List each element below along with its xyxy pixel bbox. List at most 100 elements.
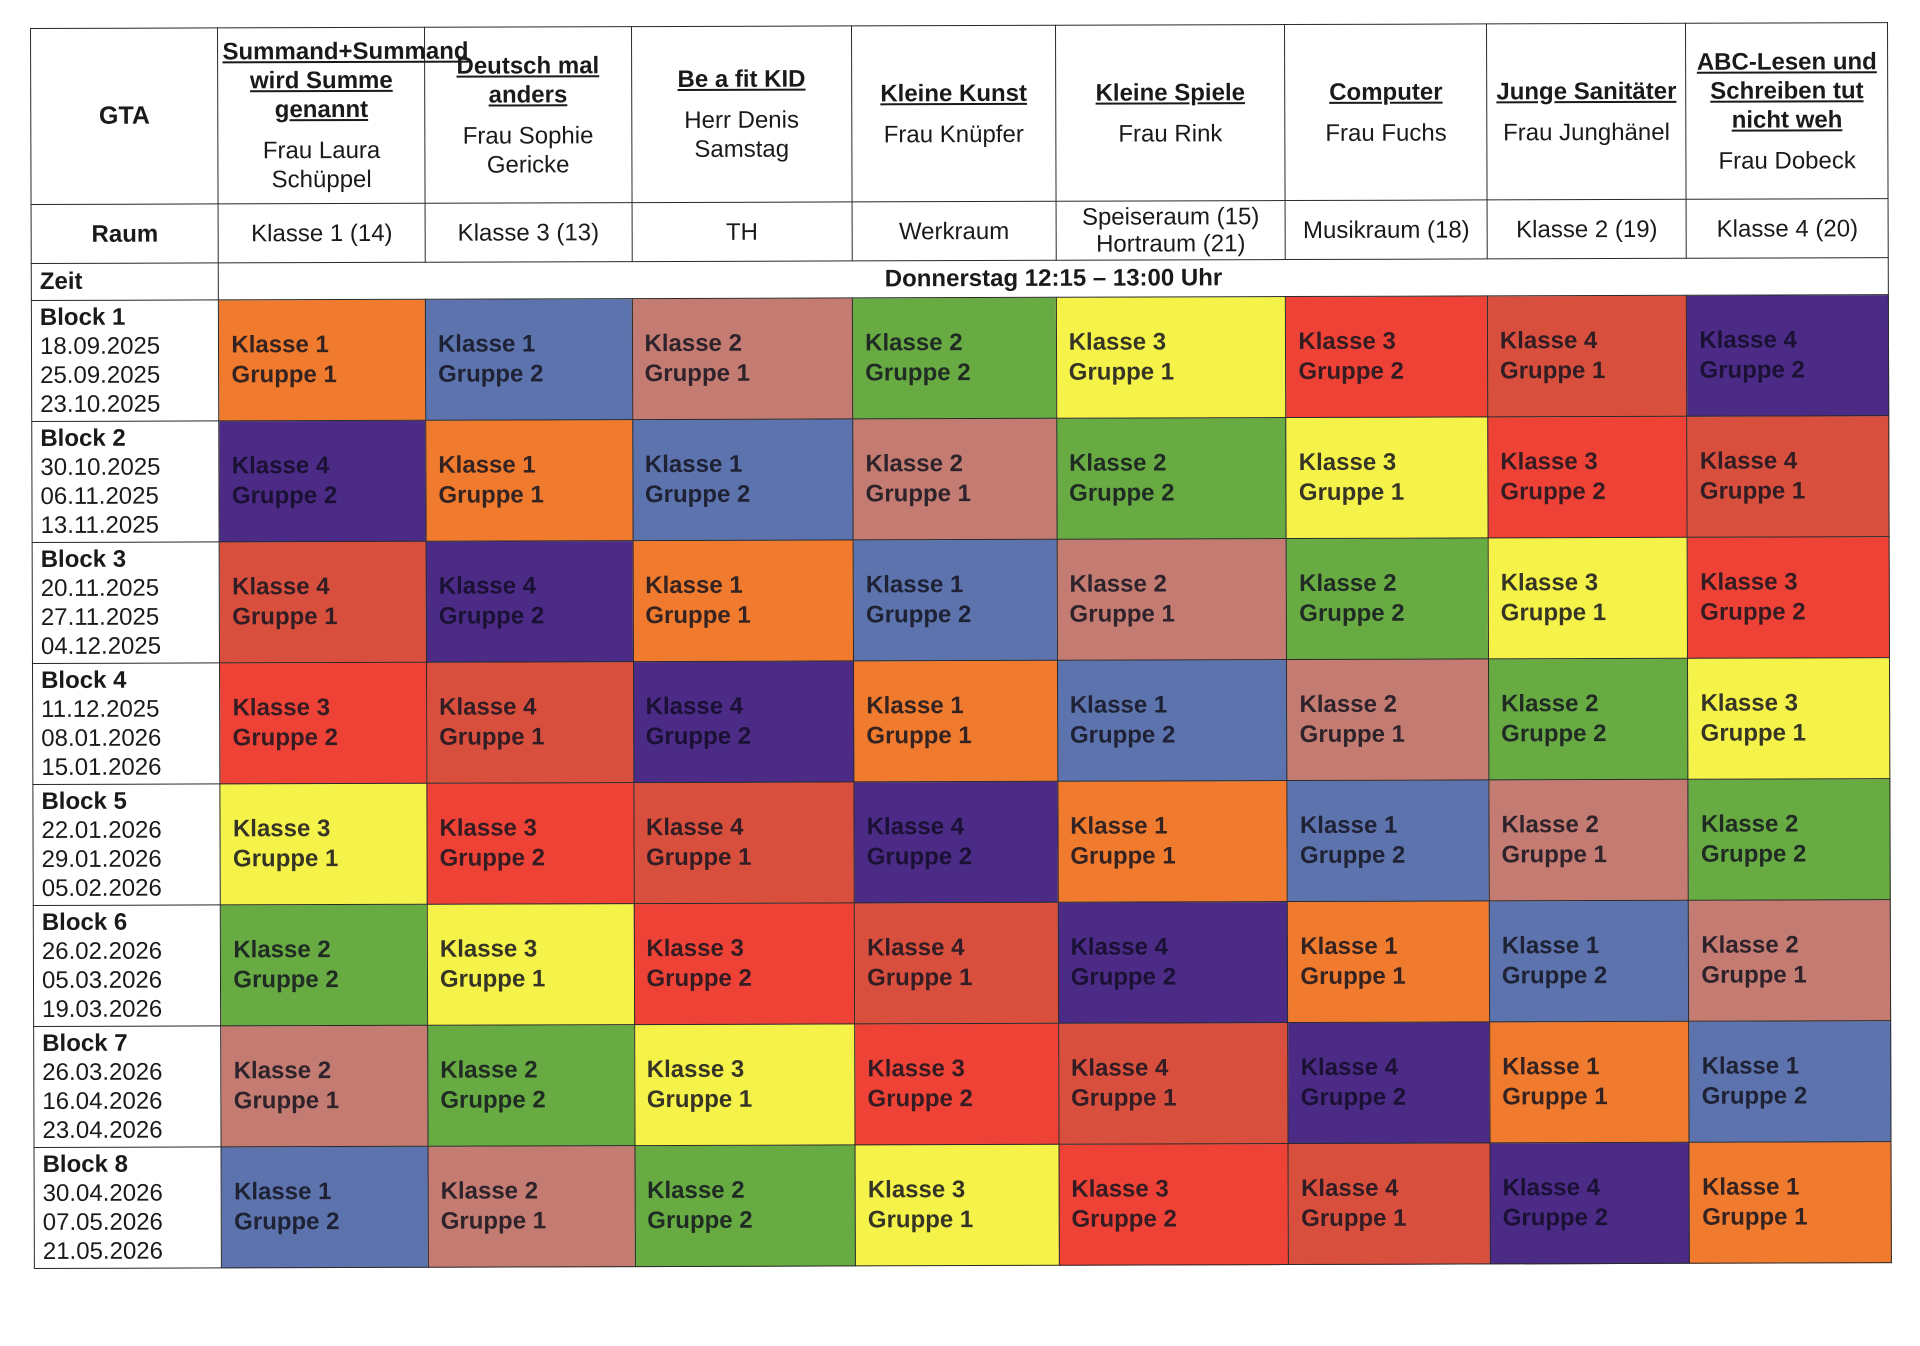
group-klasse: Klasse 1 [1502, 1053, 1600, 1081]
group-cell: Klasse 4 Gruppe 2 [854, 781, 1058, 903]
group-cell: Klasse 3 Gruppe 1 [855, 1144, 1060, 1266]
group-cell: Klasse 2 Gruppe 2 [634, 1144, 856, 1267]
group-gruppe: Gruppe 2 [233, 966, 339, 994]
group-gruppe: Gruppe 2 [1700, 840, 1807, 868]
block-row: Block 1 18.09.2025 25.09.2025 23.10.2025 Kla… [31, 294, 1889, 422]
group-klasse: Klasse 2 [1701, 931, 1799, 959]
group-cell: Klasse 3 Gruppe 1 [634, 1023, 856, 1146]
group-klasse: Klasse 4 [1070, 933, 1169, 961]
group-gruppe: Gruppe 1 [1701, 961, 1807, 989]
course-title: Deutsch mal anders [456, 51, 600, 109]
group-klasse: Klasse 3 [867, 1055, 965, 1083]
group-gruppe: Gruppe 1 [867, 1206, 974, 1234]
group-klasse: Klasse 3 [1500, 569, 1599, 597]
course-room: TH [631, 201, 853, 262]
group-cell: Klasse 4 Gruppe 1 [1487, 295, 1688, 417]
block-header-cell: Block 6 26.02.2026 05.03.2026 19.03.2026 [33, 904, 222, 1027]
group-cell: Klasse 1 Gruppe 1 [853, 660, 1058, 782]
group-klasse: Klasse 1 [1702, 1173, 1800, 1201]
group-klasse: Klasse 2 [1299, 690, 1397, 719]
block-header-cell: Block 2 30.10.2025 06.11.2025 13.11.2025 [31, 420, 220, 543]
block-row: Block 5 22.01.2026 29.01.2026 05.02.2026 Kla… [32, 778, 1891, 906]
group-gruppe: Gruppe 2 [865, 601, 972, 629]
group-klasse: Klasse 2 [1069, 449, 1167, 477]
group-cell: Klasse 1 Gruppe 2 [1489, 900, 1690, 1022]
block-date: 20.11.2025 [40, 574, 160, 602]
group-klasse: Klasse 2 [440, 1056, 538, 1084]
block-date: 04.12.2025 [40, 632, 162, 660]
group-gruppe: Gruppe 2 [1699, 356, 1805, 384]
group-gruppe: Gruppe 2 [866, 843, 973, 871]
group-cell: Klasse 2 Gruppe 1 [631, 297, 853, 420]
group-gruppe: Gruppe 2 [867, 1085, 973, 1113]
group-gruppe: Gruppe 1 [438, 481, 544, 509]
group-gruppe: Gruppe 2 [1500, 478, 1606, 506]
group-cell: Klasse 4 Gruppe 1 [633, 781, 855, 904]
group-klasse: Klasse 1 [231, 331, 329, 359]
group-gruppe: Gruppe 2 [1700, 598, 1806, 626]
group-gruppe: Gruppe 2 [438, 602, 545, 630]
group-cell: Klasse 2 Gruppe 1 [852, 418, 1057, 540]
group-klasse: Klasse 2 [233, 1057, 332, 1085]
course-teacher: Frau Rink [1118, 119, 1223, 148]
group-cell: Klasse 2 Gruppe 2 [1056, 417, 1287, 540]
group-gruppe: Gruppe 2 [647, 1206, 753, 1235]
group-gruppe: Gruppe 1 [1071, 1084, 1177, 1112]
group-klasse: Klasse 1 [1300, 932, 1398, 961]
course-header-cell: Computer Frau Fuchs [1284, 23, 1487, 201]
group-gruppe: Gruppe 2 [231, 482, 338, 510]
course-teacher: Frau Fuchs [1325, 119, 1447, 147]
course-teacher: Frau Junghänel [1503, 118, 1670, 146]
group-klasse: Klasse 3 [1700, 689, 1798, 717]
block-date: 26.02.2026 [41, 937, 163, 965]
course-room: Klasse 3 (13) [425, 202, 632, 263]
group-cell: Klasse 1 Gruppe 2 [1057, 659, 1288, 782]
group-klasse: Klasse 1 [1701, 1052, 1800, 1080]
group-cell: Klasse 4 Gruppe 2 [632, 660, 855, 783]
group-cell: Klasse 1 Gruppe 1 [632, 539, 854, 662]
group-cell: Klasse 3 Gruppe 2 [1487, 416, 1688, 538]
course-room: Musikraum (18) [1285, 199, 1488, 260]
group-klasse: Klasse 1 [1299, 811, 1398, 840]
group-cell: Klasse 2 Gruppe 1 [221, 1025, 428, 1147]
group-klasse: Klasse 1 [644, 450, 743, 479]
course-title: Kleine Kunst [880, 79, 1028, 107]
group-cell: Klasse 3 Gruppe 2 [219, 662, 427, 784]
course-room: Klasse 4 (20) [1686, 198, 1889, 259]
group-klasse: Klasse 4 [232, 573, 330, 601]
block-row: Block 8 30.04.2026 07.05.2026 21.05.2026 Kla… [34, 1141, 1892, 1269]
group-gruppe: Gruppe 1 [1298, 478, 1405, 507]
group-klasse: Klasse 4 [866, 813, 965, 841]
group-klasse: Klasse 4 [1499, 327, 1598, 355]
block-date: 05.03.2026 [41, 966, 163, 994]
group-cell: Klasse 2 Gruppe 1 [1286, 658, 1489, 781]
group-gruppe: Gruppe 2 [1069, 721, 1176, 749]
group-klasse: Klasse 1 [1070, 812, 1168, 840]
group-klasse: Klasse 1 [866, 692, 964, 720]
group-gruppe: Gruppe 1 [1299, 720, 1406, 749]
block-date: 27.11.2025 [40, 603, 160, 631]
course-header-cell: ABC-Lesen und Schreiben tut nicht weh Fra… [1685, 22, 1889, 200]
group-gruppe: Gruppe 2 [865, 359, 971, 387]
course-header-cell: Summand+Summand wird Summe genannt Frau L… [217, 27, 469, 204]
gta-header-cell: GTA [30, 27, 219, 205]
group-cell: Klasse 3 Gruppe 2 [1285, 295, 1488, 418]
group-gruppe: Gruppe 2 [1501, 720, 1607, 748]
group-cell: Klasse 4 Gruppe 2 [1489, 1142, 1690, 1264]
group-gruppe: Gruppe 1 [1702, 1203, 1808, 1231]
group-cell: Klasse 1 Gruppe 1 [218, 299, 426, 421]
block-header-cell: Block 8 30.04.2026 07.05.2026 21.05.2026 [34, 1146, 222, 1269]
group-cell: Klasse 2 Gruppe 2 [852, 297, 1057, 419]
group-gruppe: Gruppe 1 [439, 965, 546, 993]
group-gruppe: Gruppe 1 [1070, 842, 1176, 870]
block-name: Block 5 [41, 787, 127, 815]
group-gruppe: Gruppe 1 [1301, 1204, 1407, 1233]
group-gruppe: Gruppe 1 [644, 359, 750, 388]
block-header-cell: Block 1 18.09.2025 25.09.2025 23.10.2025 [31, 299, 220, 422]
group-klasse: Klasse 3 [1298, 327, 1396, 356]
group-cell: Klasse 3 Gruppe 2 [426, 782, 634, 905]
group-cell: Klasse 4 Gruppe 1 [1058, 1022, 1289, 1145]
block-date: 11.12.2025 [41, 695, 160, 723]
course-title: ABC-Lesen und Schreiben tut nicht weh [1696, 47, 1877, 134]
group-cell: Klasse 1 Gruppe 2 [853, 539, 1058, 661]
